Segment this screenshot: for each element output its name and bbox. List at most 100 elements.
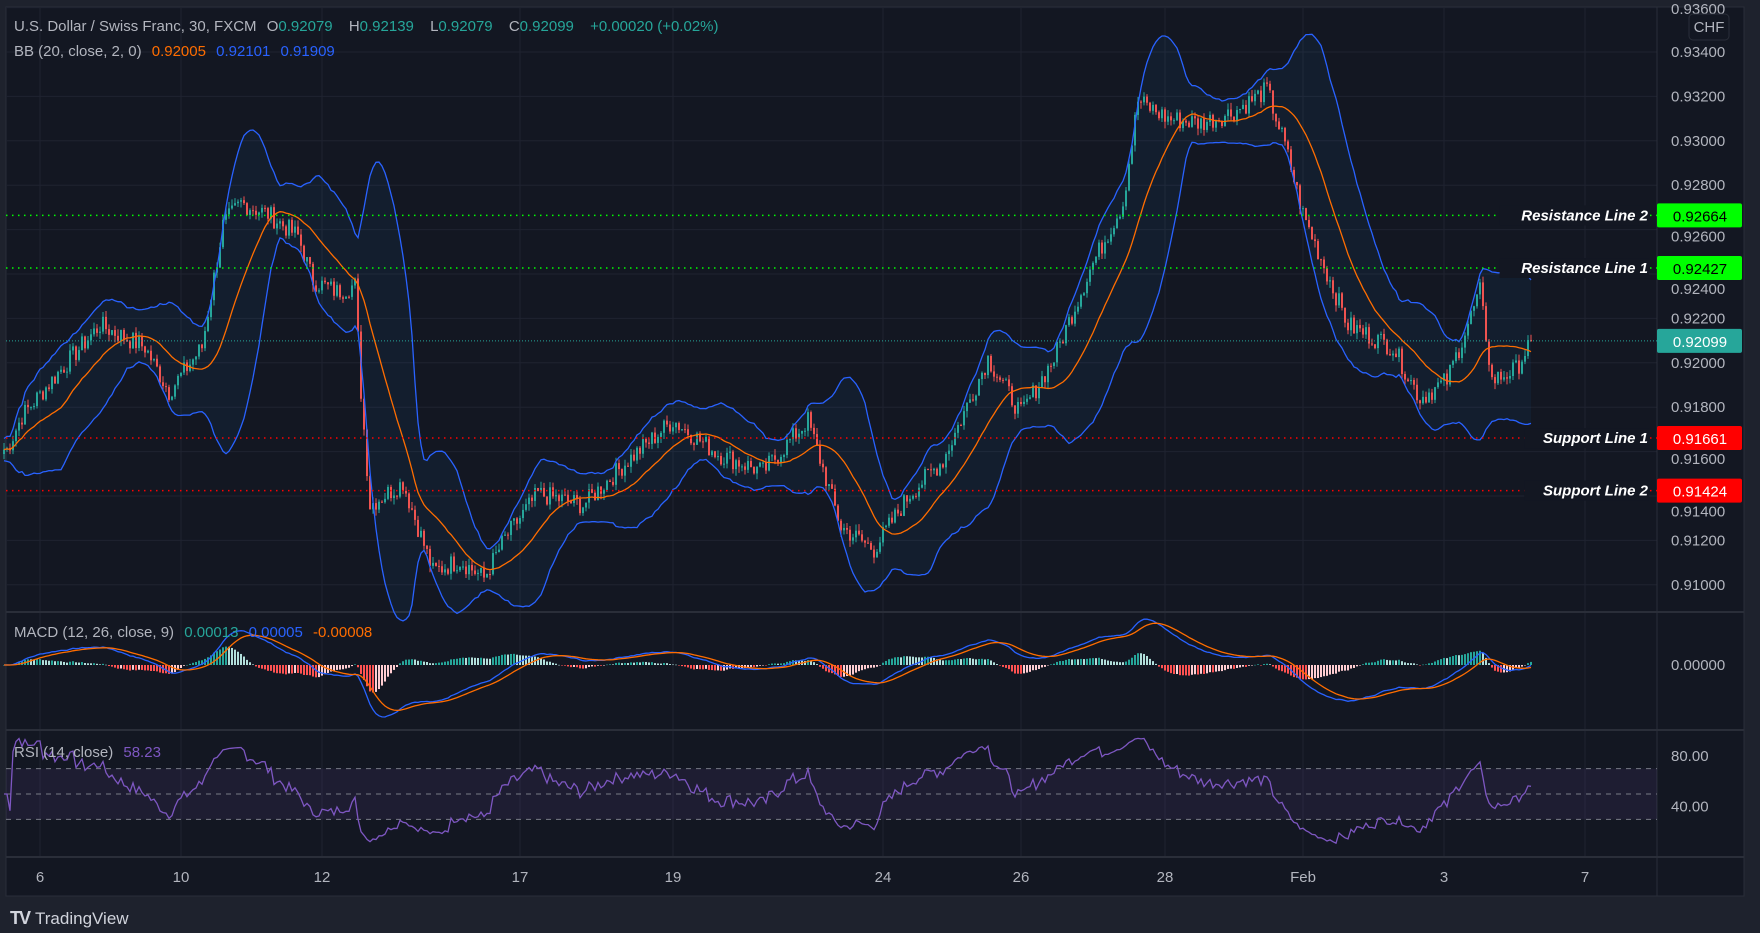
macd-histogram-bar <box>33 659 35 665</box>
candle-body <box>645 439 647 443</box>
macd-histogram-bar <box>1287 665 1289 674</box>
candle-body <box>702 441 704 443</box>
candle-body <box>375 503 377 510</box>
candle-body <box>996 376 998 378</box>
candle-body <box>519 518 521 524</box>
tradingview-logo-icon[interactable]: TV <box>10 908 31 928</box>
macd-histogram-bar <box>1350 665 1352 669</box>
candle-body <box>1038 387 1040 399</box>
time-tick-label: 19 <box>665 869 682 886</box>
candle-body <box>465 566 467 575</box>
macd-histogram-bar <box>312 665 314 677</box>
candle-body <box>1167 116 1169 122</box>
macd-histogram-bar <box>300 665 302 674</box>
candle-body <box>903 495 905 516</box>
candle-body <box>1062 341 1064 344</box>
macd-histogram-bar <box>1230 665 1232 669</box>
candle-body <box>51 376 53 390</box>
macd-histogram-bar <box>1410 663 1412 665</box>
candle-body <box>1107 241 1109 243</box>
macd-label[interactable]: MACD (12, 26, close, 9) <box>14 624 175 641</box>
macd-histogram-bar <box>1269 664 1271 665</box>
macd-histogram-bar <box>1329 665 1331 675</box>
candle-body <box>285 226 287 236</box>
candle-body <box>738 460 740 467</box>
macd-histogram-bar <box>462 657 464 665</box>
macd-histogram-bar <box>864 665 866 670</box>
candle-body <box>537 488 539 492</box>
candle-body <box>183 362 185 373</box>
macd-histogram-bar <box>1332 665 1334 674</box>
macd-histogram-bar <box>1026 665 1028 673</box>
macd-histogram-bar <box>276 665 278 674</box>
macd-histogram-bar <box>1038 665 1040 670</box>
macd-histogram-bar <box>111 665 113 667</box>
candle-body <box>1149 102 1151 111</box>
macd-histogram-bar <box>153 665 155 671</box>
candle-body <box>624 465 626 476</box>
candle-body <box>1008 379 1010 387</box>
macd-histogram-bar <box>1128 659 1130 665</box>
candle-body <box>1416 384 1418 401</box>
candle-body <box>279 221 281 224</box>
macd-histogram-bar <box>768 664 770 665</box>
candle-body <box>324 280 326 283</box>
macd-histogram-bar <box>990 660 992 665</box>
macd-histogram-bar <box>1317 665 1319 679</box>
candle-body <box>837 505 839 521</box>
candle-body <box>528 497 530 505</box>
macd-histogram-bar <box>840 665 842 677</box>
macd-value: 0.00005 <box>248 624 303 641</box>
rsi-label[interactable]: RSI (14, close) <box>14 744 114 761</box>
macd-histogram-bar <box>1152 661 1154 665</box>
candle-body <box>435 562 437 566</box>
macd-histogram-bar <box>222 647 224 665</box>
candle-body <box>1299 185 1301 210</box>
grid <box>6 7 1744 896</box>
time-tick-label: 24 <box>875 869 892 886</box>
level-label: Resistance Line 2 <box>1521 207 1648 224</box>
candle-body <box>15 430 17 442</box>
symbol-title[interactable]: U.S. Dollar / Swiss Franc, 30, FXCM <box>14 18 257 35</box>
macd-histogram-bar <box>195 661 197 665</box>
candle-body <box>1230 109 1232 117</box>
macd-histogram-bar <box>1446 658 1448 665</box>
candle-body <box>390 486 392 499</box>
macd-histogram-bar <box>1203 665 1205 675</box>
candle-body <box>78 350 80 360</box>
change-value: +0.00020 (+0.02%) <box>590 18 719 35</box>
macd-histogram-bar <box>657 663 659 665</box>
macd-histogram-bar <box>156 665 158 672</box>
candle-body <box>1251 96 1253 102</box>
macd-histogram-bar <box>540 657 542 665</box>
macd-histogram-bar <box>705 665 707 669</box>
candle-body <box>585 502 587 508</box>
bollinger-lower-line <box>3 141 1532 622</box>
bb-label[interactable]: BB (20, close, 2, 0) <box>14 43 142 60</box>
macd-histogram-bar <box>1194 665 1196 675</box>
macd-histogram-bar <box>690 665 692 669</box>
macd-histogram-bar <box>852 665 854 675</box>
macd-histogram-bar <box>783 663 785 665</box>
candle-body <box>894 509 896 523</box>
rsi-value: 58.23 <box>123 744 161 761</box>
candle-body <box>642 439 644 454</box>
open-label: O <box>266 18 279 35</box>
candle-body <box>474 570 476 574</box>
macd-histogram-bar <box>69 661 71 665</box>
macd-histogram-bar <box>1422 664 1424 666</box>
candle-body <box>732 451 734 470</box>
candle-body <box>972 399 974 401</box>
currency-badge[interactable] <box>1688 13 1730 41</box>
candle-body <box>594 492 596 500</box>
candle-body <box>1074 311 1076 324</box>
macd-histogram-bar <box>402 661 404 665</box>
brand-name[interactable]: TradingView <box>35 908 129 928</box>
candle-body <box>1485 306 1487 342</box>
candle-body <box>801 430 803 434</box>
macd-histogram-bar <box>264 665 266 670</box>
macd-histogram-bar <box>471 657 473 665</box>
macd-histogram-bar <box>699 665 701 670</box>
candle-body <box>1515 360 1517 363</box>
